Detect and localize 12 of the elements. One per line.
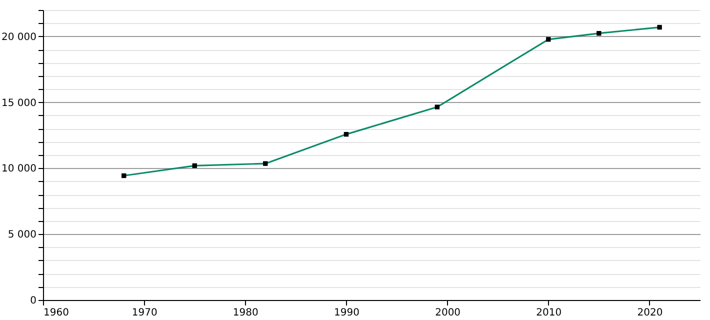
- y-tick-label: 10 000: [2, 164, 36, 175]
- x-tick-label: 1970: [132, 308, 158, 318]
- y-tick-label: 15 000: [2, 98, 36, 109]
- x-tick-label: 2020: [637, 308, 663, 318]
- x-tick-label: 2000: [435, 308, 461, 318]
- x-tick-label: 1990: [334, 308, 360, 318]
- x-tick-label: 1960: [44, 308, 69, 318]
- x-tick-label: 1980: [232, 308, 258, 318]
- y-tick-label: 5 000: [8, 230, 36, 241]
- y-tick-label: 20 000: [2, 32, 36, 43]
- y-tick-label: 0: [30, 296, 36, 306]
- x-tick-label: 2010: [536, 308, 562, 318]
